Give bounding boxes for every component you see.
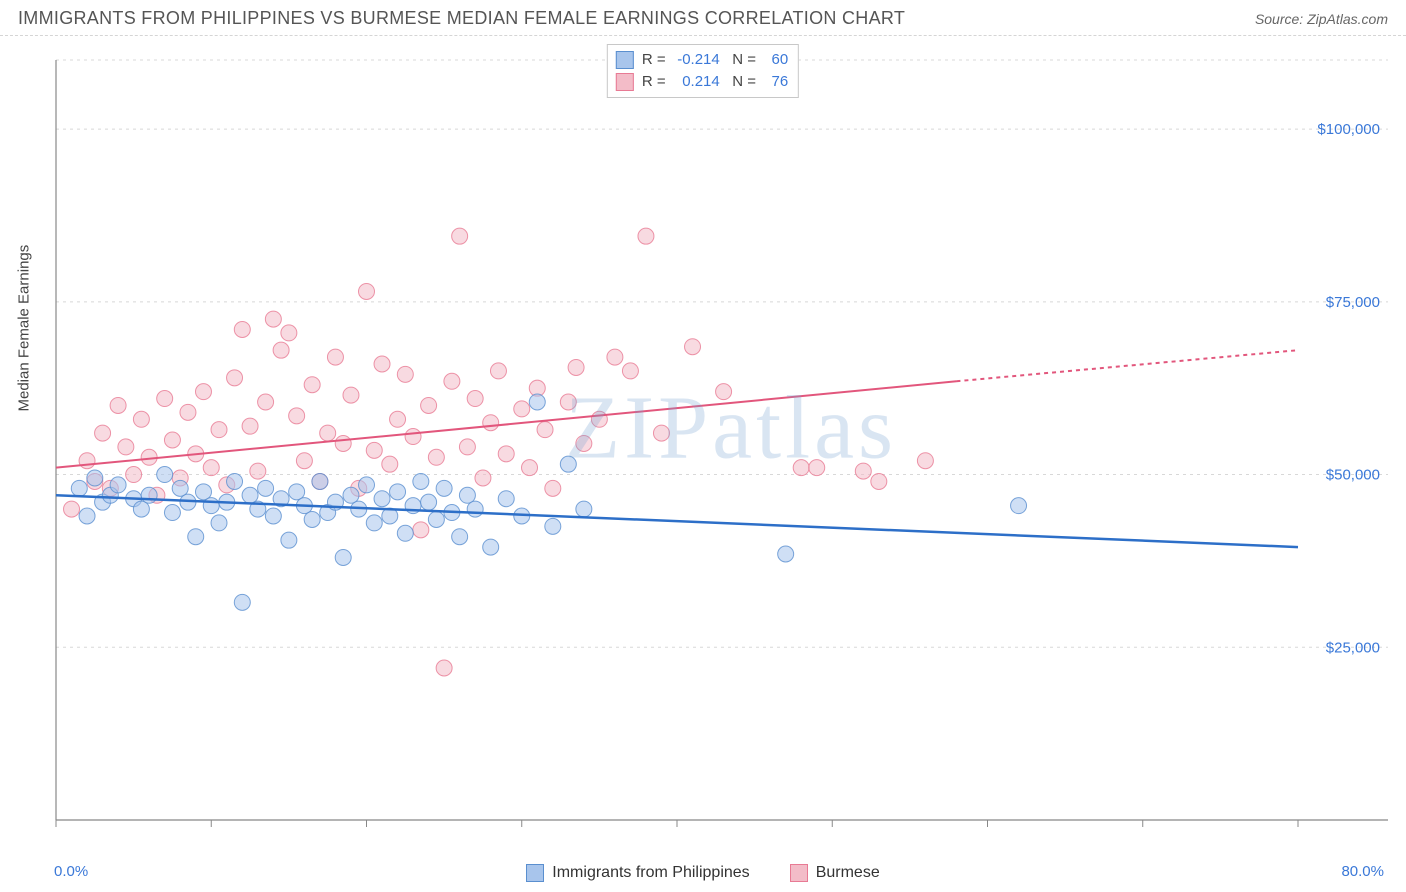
legend-item: Immigrants from Philippines bbox=[526, 864, 749, 882]
svg-text:$25,000: $25,000 bbox=[1326, 639, 1380, 656]
legend-item: Burmese bbox=[790, 864, 880, 882]
scatter-plot-svg: $25,000 $50,000 $75,000 $100,000 bbox=[52, 42, 1388, 844]
chart-title: IMMIGRANTS FROM PHILIPPINES VS BURMESE M… bbox=[18, 8, 905, 29]
y-axis-label: Median Female Earnings bbox=[16, 245, 33, 412]
stats-row: R = -0.214 N = 60 bbox=[616, 49, 788, 71]
svg-text:$75,000: $75,000 bbox=[1326, 294, 1380, 311]
svg-text:$100,000: $100,000 bbox=[1317, 121, 1380, 138]
series-swatch bbox=[616, 51, 634, 69]
legend-swatch bbox=[526, 864, 544, 882]
legend-swatch bbox=[790, 864, 808, 882]
legend-label: Immigrants from Philippines bbox=[552, 864, 749, 882]
chart-header: IMMIGRANTS FROM PHILIPPINES VS BURMESE M… bbox=[0, 0, 1406, 36]
source-attribution: Source: ZipAtlas.com bbox=[1255, 11, 1388, 27]
series-legend: Immigrants from Philippines Burmese bbox=[0, 864, 1406, 882]
stats-row: R = 0.214 N = 76 bbox=[616, 71, 788, 93]
series-swatch bbox=[616, 73, 634, 91]
correlation-stats-legend: R = -0.214 N = 60 R = 0.214 N = 76 bbox=[607, 44, 799, 98]
chart-plot-area: Median Female Earnings $25,000$50,000$75… bbox=[52, 42, 1388, 844]
legend-label: Burmese bbox=[816, 864, 880, 882]
svg-text:$50,000: $50,000 bbox=[1326, 467, 1380, 484]
